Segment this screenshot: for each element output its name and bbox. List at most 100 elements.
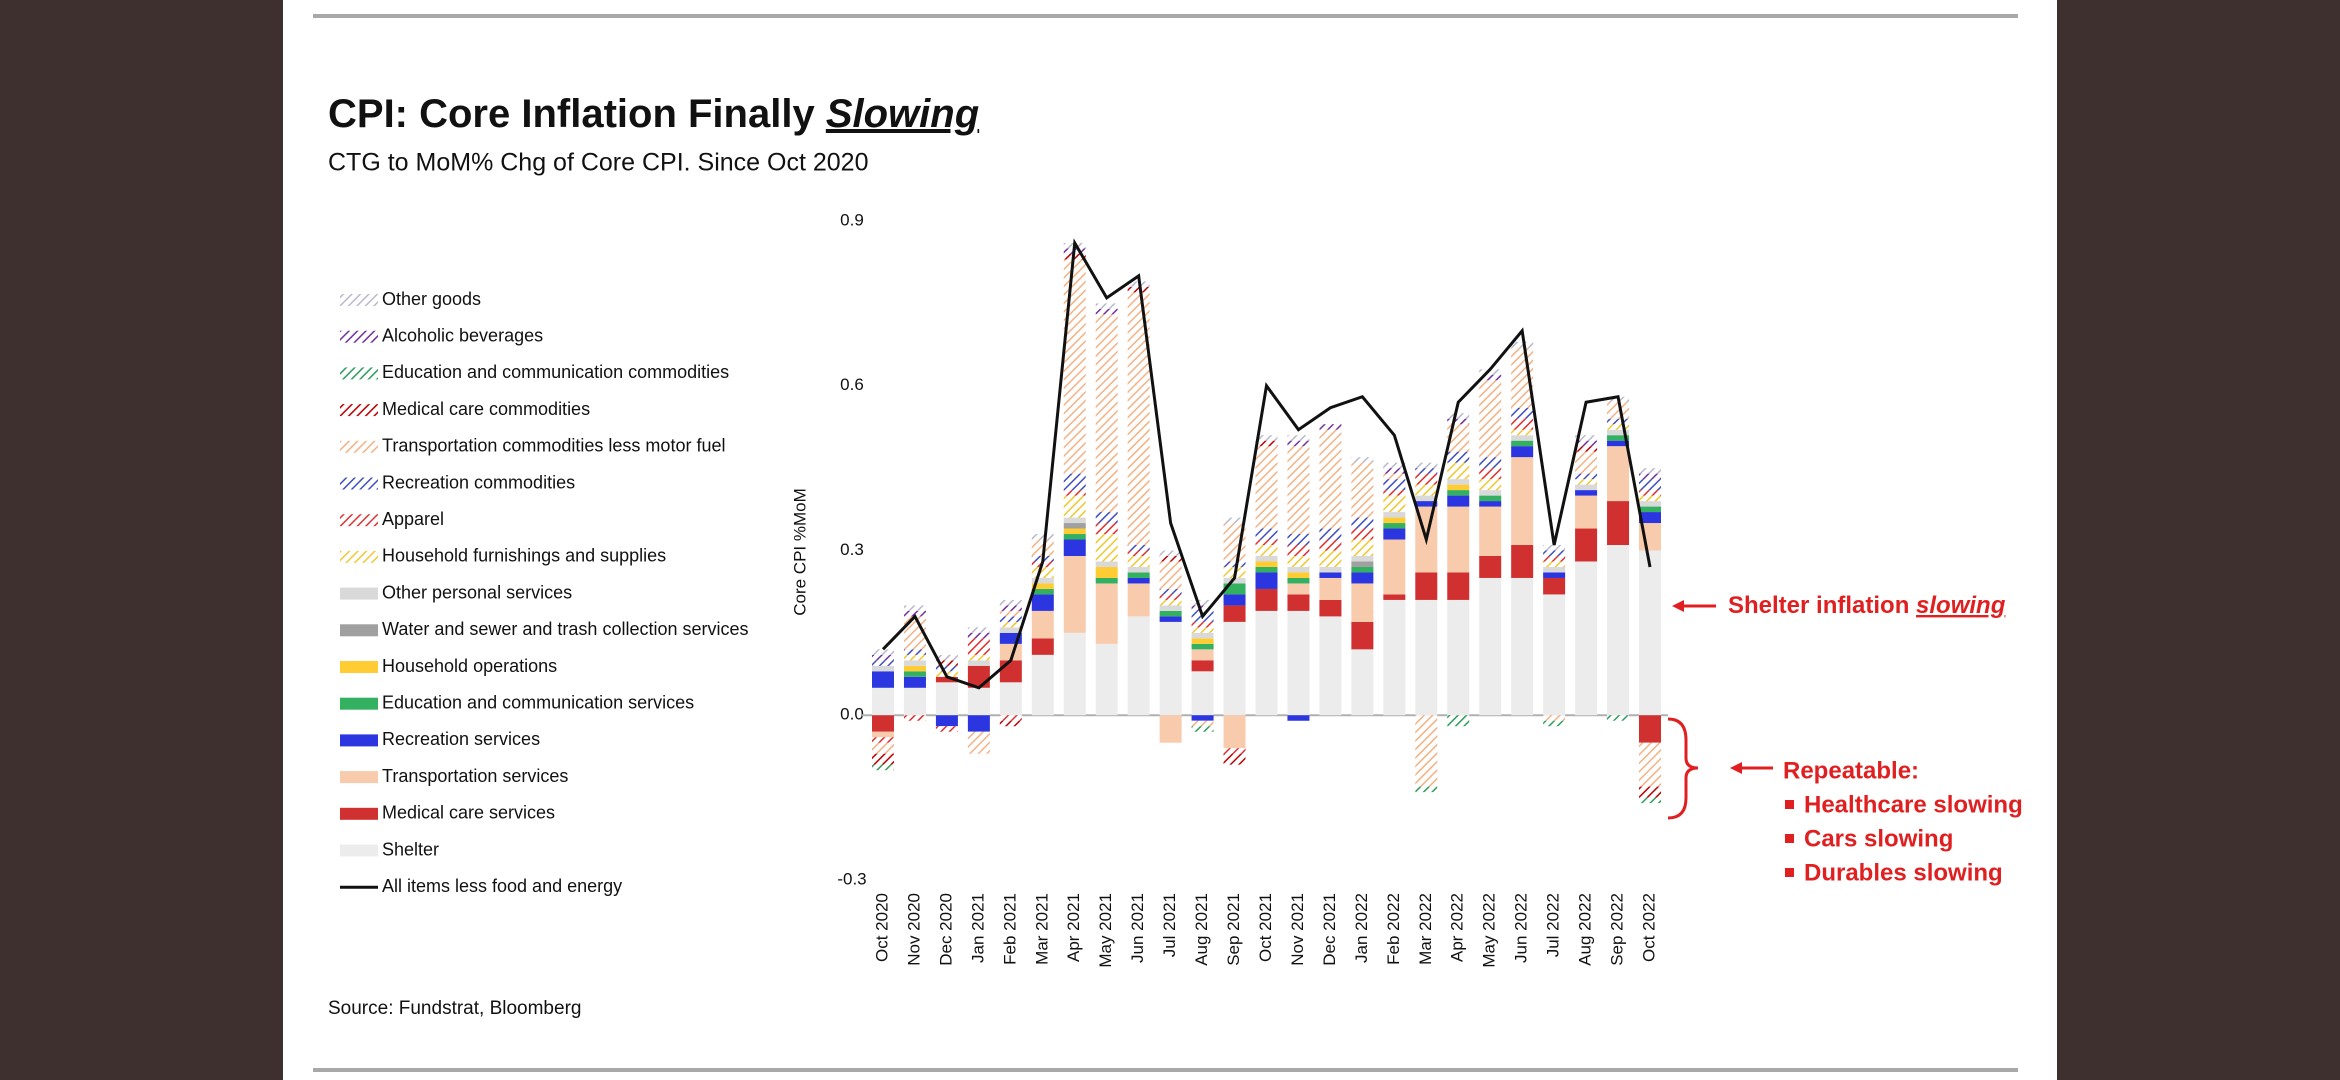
shelter-annotation: Shelter inflation slowing [1728, 592, 2006, 619]
bar-segment [1127, 286, 1150, 293]
bar-segment [903, 671, 926, 677]
bar-segment [1447, 479, 1470, 485]
bar-segment [1287, 572, 1310, 578]
bar-segment [1063, 534, 1086, 540]
x-tick-label: Aug 2022 [1576, 893, 1595, 966]
bar-segment [872, 660, 894, 666]
legend-swatch [340, 697, 378, 710]
bar-segment [903, 649, 926, 655]
bar-segment [1095, 561, 1118, 567]
bar-segment [1095, 512, 1118, 524]
legend-label: Alcoholic beverages [382, 325, 543, 345]
x-tick-label: Feb 2022 [1384, 893, 1403, 965]
bar-segment [1383, 539, 1406, 595]
bar-segment [1543, 720, 1566, 727]
bar-segment [935, 682, 958, 716]
bar-segment [999, 720, 1022, 727]
bar-segment [1447, 413, 1470, 419]
x-tick-label: Mar 2022 [1416, 893, 1435, 965]
bar-segment [1031, 638, 1054, 655]
bar-segment [1447, 495, 1470, 507]
bar-segment [1511, 418, 1534, 430]
bar-segment [999, 682, 1022, 716]
bar-segment [1383, 517, 1406, 524]
bar-segment [1543, 594, 1566, 716]
x-tick-label: Jan 2022 [1352, 893, 1371, 963]
bar-segment [1191, 632, 1214, 639]
bar-segment [1063, 495, 1086, 518]
bar-segment [1479, 495, 1502, 502]
bar-segment [935, 665, 958, 672]
x-tick-label: Apr 2022 [1448, 893, 1467, 962]
bar-segment [1383, 594, 1406, 600]
bar-segment [1639, 468, 1661, 474]
bar-segment [1223, 517, 1246, 524]
bar-segment [1287, 566, 1310, 573]
bar-segment [1351, 572, 1374, 584]
bar-segment [1031, 588, 1054, 595]
bar-segment [1479, 380, 1502, 458]
bar-segment [1223, 605, 1246, 622]
x-tick-label: Oct 2021 [1256, 893, 1275, 962]
bar-segment [1287, 577, 1310, 584]
legend-label: Other personal services [382, 582, 572, 602]
bar-segment [1095, 303, 1118, 309]
bar-segment [1127, 572, 1150, 578]
bullet [1785, 800, 1794, 809]
bar-segment [1351, 462, 1374, 518]
bar-segment [999, 616, 1022, 622]
legend-swatch [340, 661, 378, 673]
bar-segment [1351, 457, 1374, 463]
subtitle: CTG to MoM% Chg of Core CPI. Since Oct 2… [328, 149, 868, 177]
bar-segment [1255, 555, 1278, 562]
bar-segment [872, 687, 894, 716]
bar-segment [1319, 577, 1342, 600]
bar-segment [1415, 786, 1438, 793]
bar-segment [1255, 561, 1278, 567]
bar-segment [1607, 501, 1630, 546]
bar-segment [1063, 473, 1086, 491]
legend-label: Water and sewer and trash collection ser… [382, 619, 749, 639]
bar-segment [1255, 588, 1278, 611]
bar-segment [1383, 473, 1406, 480]
bullet [1785, 834, 1794, 843]
bar-segment [1415, 572, 1438, 600]
bar-segment [1127, 555, 1150, 567]
bar-segment [1191, 720, 1214, 727]
bar-segment [1223, 715, 1246, 749]
bar-segment [1479, 577, 1502, 716]
bar-segment [999, 621, 1022, 628]
bar-segment [1255, 572, 1278, 589]
bar-segment [1159, 605, 1182, 611]
bar-segment [935, 715, 958, 727]
bar-segment [1351, 528, 1374, 540]
bar-segment [1063, 259, 1086, 474]
bar-segment [1223, 753, 1246, 765]
bar-segment [903, 654, 926, 661]
bar-segment [1287, 555, 1310, 567]
bar-segment [1639, 786, 1661, 798]
legend-swatch [340, 330, 378, 343]
bar-segment [1639, 506, 1661, 513]
bar-segment [903, 605, 926, 611]
bar-segment [1607, 440, 1630, 447]
x-tick-label: Aug 2021 [1192, 893, 1211, 966]
bar-segment [1095, 534, 1118, 562]
bar-segment [1639, 490, 1661, 496]
legend-label: Education and communication commodities [382, 362, 729, 382]
bar-segment [1063, 632, 1086, 716]
bar-segment [1319, 550, 1342, 567]
bar-segment [1511, 429, 1534, 436]
bar-segment [1095, 577, 1118, 584]
bar-segment [1095, 523, 1118, 535]
bar-segment [872, 665, 894, 672]
bar-segment [1575, 451, 1598, 474]
bar-segment [1383, 528, 1406, 540]
bar-segment [1383, 468, 1406, 474]
bar-segment [1191, 643, 1214, 650]
bar-segment [1575, 473, 1598, 480]
y-axis-title: Core CPI %MoM [790, 488, 809, 616]
bar-segment [1479, 555, 1502, 578]
bar-segment [1479, 374, 1502, 381]
